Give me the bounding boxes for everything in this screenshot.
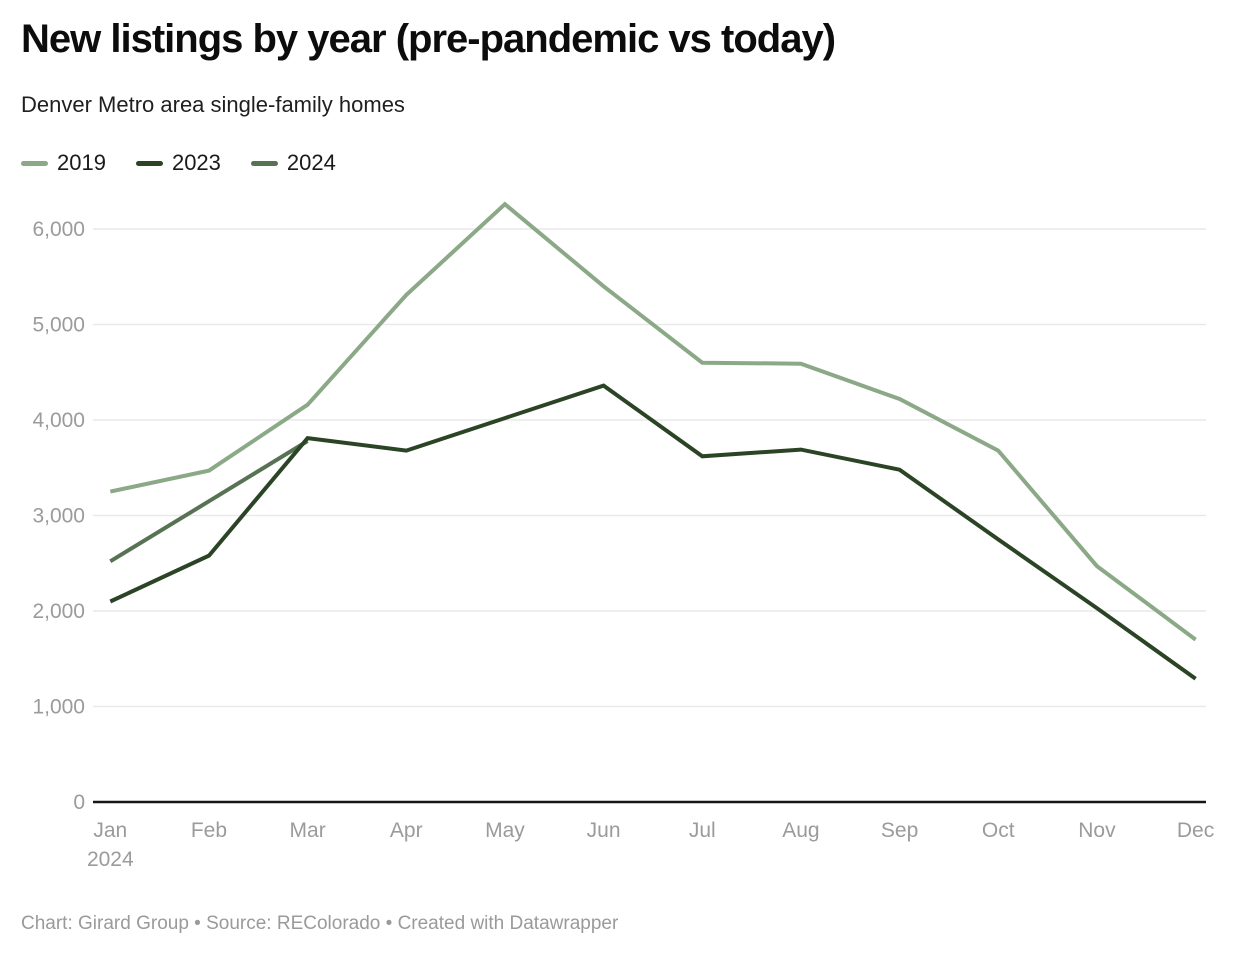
chart-legend: 2019 2023 2024 [21, 150, 336, 176]
y-tick-label-0: 0 [73, 791, 85, 814]
x-tick-label-Jun: Jun [587, 819, 621, 842]
y-tick-label-4000: 4,000 [32, 409, 85, 432]
legend-swatch-2023 [135, 160, 163, 166]
x-tick-label-year: 2024 [87, 848, 134, 871]
x-tick-label-Nov: Nov [1078, 819, 1116, 842]
x-tick-label-Apr: Apr [390, 819, 423, 842]
y-tick-label-5000: 5,000 [32, 314, 85, 337]
x-tick-label-Aug: Aug [782, 819, 819, 842]
legend-swatch-2024 [250, 160, 278, 166]
x-tick-label-Dec: Dec [1177, 819, 1214, 842]
y-tick-label-6000: 6,000 [32, 218, 85, 241]
legend-item-2019: 2019 [21, 150, 106, 176]
y-tick-label-1000: 1,000 [32, 696, 85, 719]
x-tick-label-Jan: Jan [93, 819, 127, 842]
y-tick-label-2000: 2,000 [32, 600, 85, 623]
x-tick-label-Mar: Mar [290, 819, 326, 842]
series-line-2024 [109, 439, 309, 564]
series-line-2019 [109, 201, 1197, 642]
legend-label-2024: 2024 [286, 150, 336, 175]
series-line-2023 [109, 383, 1197, 681]
legend-label-2019: 2019 [57, 150, 106, 175]
x-tick-label-Sep: Sep [881, 819, 918, 842]
x-tick-label-Oct: Oct [982, 819, 1015, 842]
legend-swatch-2019 [21, 160, 48, 166]
legend-label-2023: 2023 [171, 150, 221, 175]
legend-item-2024: 2024 [250, 150, 336, 176]
chart-subtitle: Denver Metro area single-family homes [21, 92, 405, 117]
chart-footer-attribution: Chart: Girard Group • Source: REColorado… [21, 913, 619, 934]
x-tick-label-Jul: Jul [689, 819, 716, 842]
x-tick-label-May: May [485, 819, 525, 842]
x-tick-label-Feb: Feb [191, 819, 227, 842]
chart-title: New listings by year (pre-pandemic vs to… [21, 17, 836, 61]
legend-item-2023: 2023 [135, 150, 221, 176]
y-tick-label-3000: 3,000 [32, 505, 85, 528]
